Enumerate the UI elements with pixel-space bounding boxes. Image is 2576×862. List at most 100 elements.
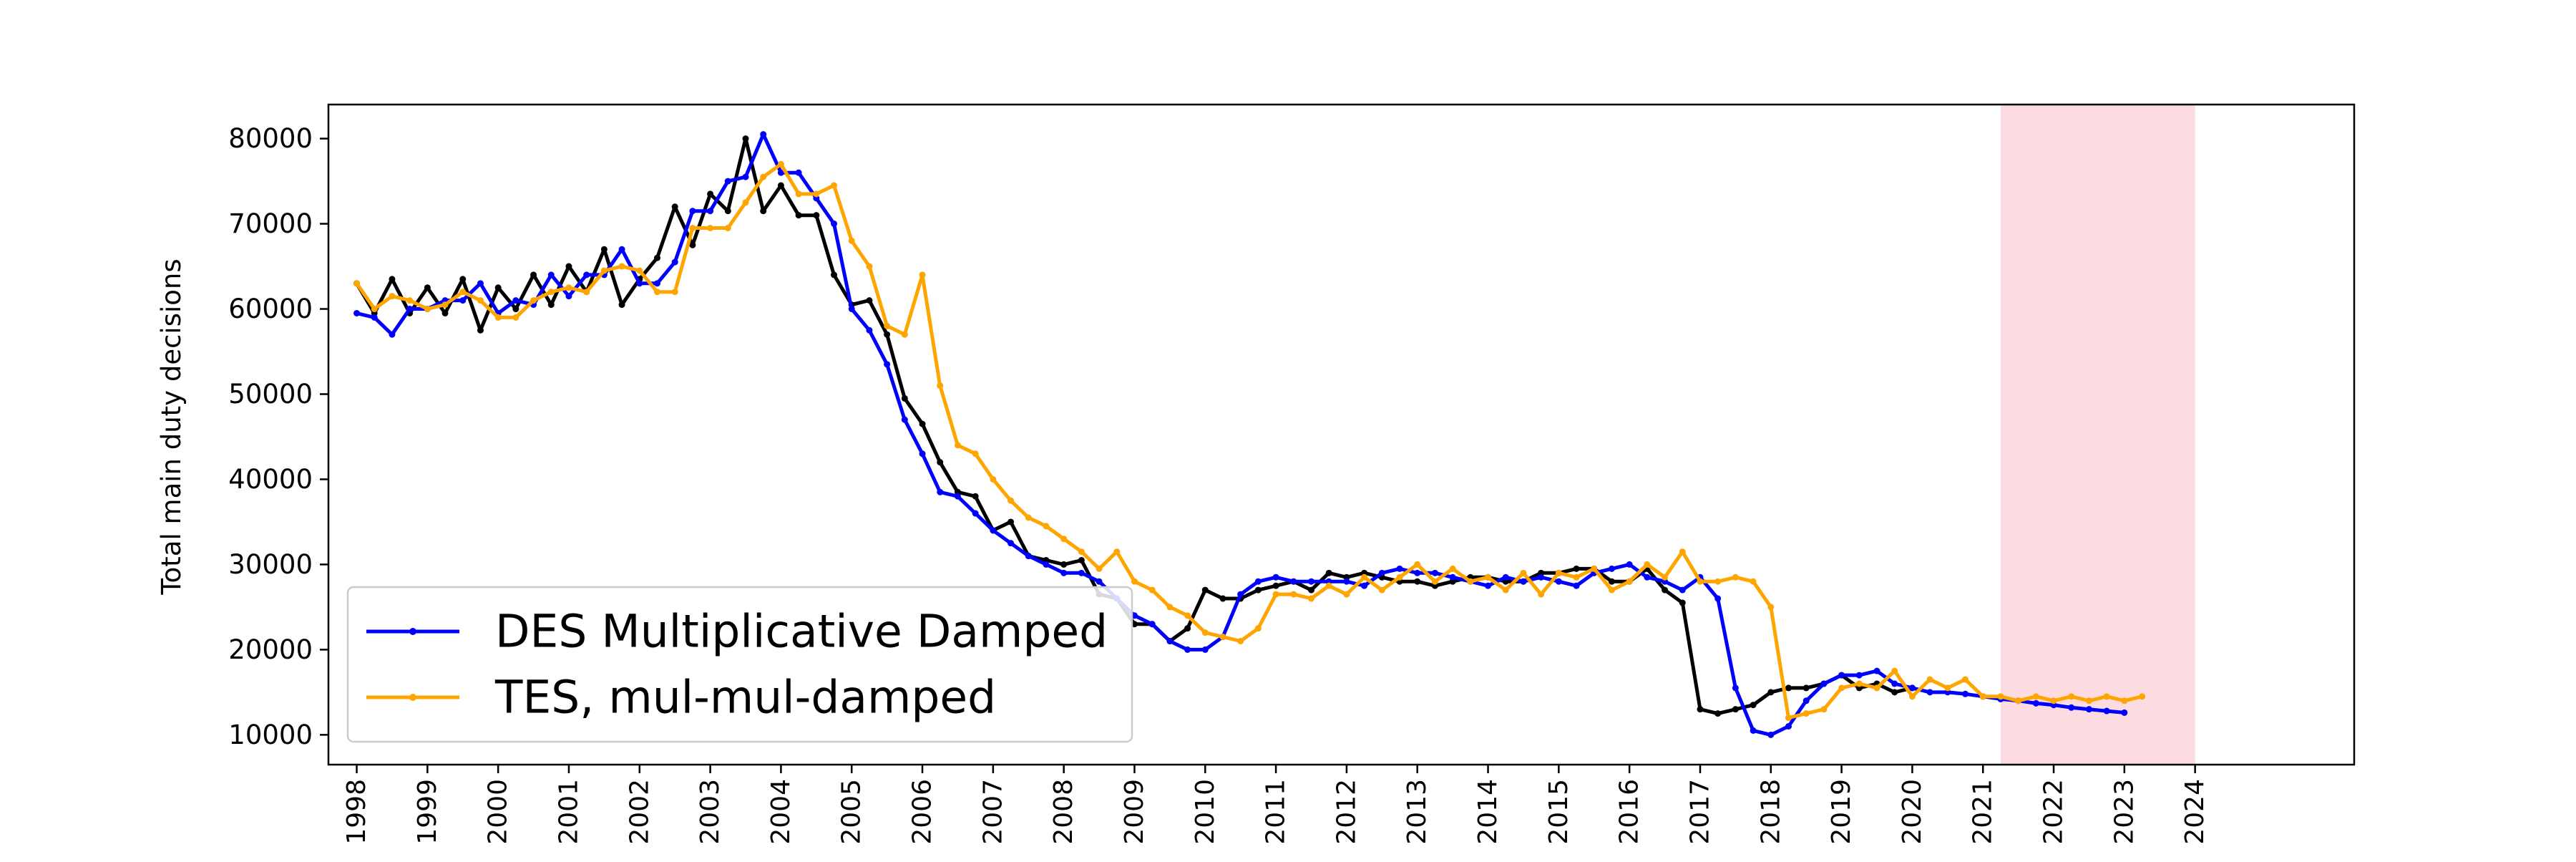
data-point-des bbox=[990, 527, 997, 534]
data-point-tes bbox=[1201, 629, 1209, 636]
data-point-tes bbox=[653, 289, 660, 296]
x-tick-label: 2013 bbox=[1402, 779, 1432, 845]
data-point-actual bbox=[813, 212, 820, 219]
data-point-actual bbox=[389, 276, 396, 283]
data-point-actual bbox=[477, 326, 484, 334]
data-point-actual bbox=[1308, 586, 1315, 594]
data-point-tes bbox=[1767, 604, 1775, 611]
data-point-des bbox=[972, 510, 979, 517]
data-point-actual bbox=[512, 306, 519, 313]
data-point-actual bbox=[1785, 684, 1792, 692]
data-point-actual bbox=[724, 208, 731, 215]
data-point-des bbox=[937, 488, 944, 495]
data-point-des bbox=[1644, 573, 1651, 581]
data-point-des bbox=[848, 306, 855, 313]
legend: DES Multiplicative Damped TES, mul-mul-da… bbox=[346, 586, 1133, 743]
data-point-des bbox=[1201, 646, 1209, 653]
data-point-tes bbox=[1838, 684, 1845, 692]
data-point-actual bbox=[547, 301, 555, 309]
x-tick-label: 2004 bbox=[766, 779, 796, 845]
data-point-actual bbox=[1272, 582, 1279, 589]
data-point-des bbox=[2103, 707, 2110, 715]
data-point-des bbox=[636, 280, 643, 287]
data-point-tes bbox=[2068, 693, 2075, 700]
data-point-des bbox=[884, 361, 891, 368]
data-point-tes bbox=[600, 267, 608, 274]
x-tick-label: 2005 bbox=[837, 779, 867, 845]
data-point-tes bbox=[583, 289, 590, 296]
data-point-tes bbox=[1290, 591, 1297, 598]
x-tick-label: 2020 bbox=[1898, 779, 1927, 845]
data-point-tes bbox=[353, 280, 361, 287]
x-tick-label: 2021 bbox=[1968, 779, 1998, 845]
data-point-des bbox=[724, 178, 731, 185]
data-point-tes bbox=[636, 267, 643, 274]
data-point-actual bbox=[565, 263, 572, 270]
data-point-actual bbox=[1679, 599, 1686, 606]
data-point-tes bbox=[707, 225, 714, 232]
data-point-tes bbox=[477, 297, 484, 304]
data-point-des bbox=[866, 326, 873, 334]
data-point-des bbox=[1272, 573, 1279, 581]
data-point-des bbox=[1750, 727, 1757, 734]
data-point-des bbox=[2121, 709, 2128, 716]
data-point-tes bbox=[2139, 693, 2146, 700]
data-point-tes bbox=[1431, 578, 1438, 585]
data-point-des bbox=[459, 297, 467, 304]
x-tick-label: 2018 bbox=[1756, 779, 1785, 845]
data-point-actual bbox=[653, 254, 660, 261]
y-tick-label: 30000 bbox=[228, 549, 313, 580]
data-point-des bbox=[1926, 689, 1933, 696]
data-point-des bbox=[1714, 595, 1722, 602]
data-point-tes bbox=[1467, 578, 1474, 585]
data-point-des bbox=[583, 271, 590, 279]
data-point-actual bbox=[689, 241, 696, 248]
data-point-tes bbox=[990, 475, 997, 483]
data-point-des bbox=[547, 271, 555, 279]
data-point-tes bbox=[1096, 565, 1103, 572]
data-point-des bbox=[689, 208, 696, 215]
data-point-des bbox=[1237, 591, 1244, 598]
data-point-des bbox=[1555, 578, 1562, 585]
y-tick-label: 40000 bbox=[228, 464, 313, 495]
data-point-actual bbox=[919, 420, 926, 427]
data-point-des bbox=[1343, 578, 1350, 585]
forecast-band-layer bbox=[2000, 105, 2195, 765]
data-point-des bbox=[1732, 684, 1739, 692]
data-point-actual bbox=[1219, 595, 1226, 602]
data-point-tes bbox=[2050, 697, 2057, 704]
data-point-tes bbox=[406, 297, 414, 304]
data-point-des bbox=[1767, 731, 1775, 738]
data-point-tes bbox=[1591, 565, 1598, 572]
x-tick-label: 2012 bbox=[1332, 779, 1361, 845]
data-point-actual bbox=[459, 276, 467, 283]
data-point-tes bbox=[1308, 595, 1315, 602]
data-point-des bbox=[671, 258, 678, 266]
data-point-des bbox=[1873, 667, 1880, 674]
data-point-actual bbox=[1750, 702, 1757, 709]
data-point-des bbox=[2085, 706, 2092, 713]
data-point-actual bbox=[760, 208, 767, 215]
data-point-des bbox=[742, 173, 749, 180]
plot-frame bbox=[327, 103, 2356, 766]
data-point-actual bbox=[671, 203, 678, 210]
data-point-des bbox=[1820, 680, 1828, 687]
x-tick-label: 2002 bbox=[625, 779, 654, 845]
data-point-des bbox=[1485, 582, 1492, 589]
data-point-actual bbox=[1414, 578, 1421, 585]
data-point-tes bbox=[1449, 565, 1456, 572]
data-point-des bbox=[919, 450, 926, 457]
data-point-des bbox=[954, 493, 961, 500]
data-point-des bbox=[901, 416, 908, 423]
data-point-tes bbox=[795, 190, 802, 198]
data-point-des bbox=[1855, 672, 1863, 679]
y-axis-ticks: 10000 20000 30000 40000 50000 60000 70000 80000 bbox=[228, 123, 328, 750]
data-point-tes bbox=[1078, 548, 1085, 556]
data-point-actual bbox=[707, 190, 714, 198]
x-tick-label: 2017 bbox=[1685, 779, 1714, 845]
legend-label: DES Multiplicative Damped bbox=[495, 606, 1108, 658]
data-point-actual bbox=[1573, 565, 1580, 572]
data-point-actual bbox=[777, 182, 784, 189]
data-point-tes bbox=[2032, 693, 2039, 700]
data-point-actual bbox=[1325, 569, 1332, 576]
